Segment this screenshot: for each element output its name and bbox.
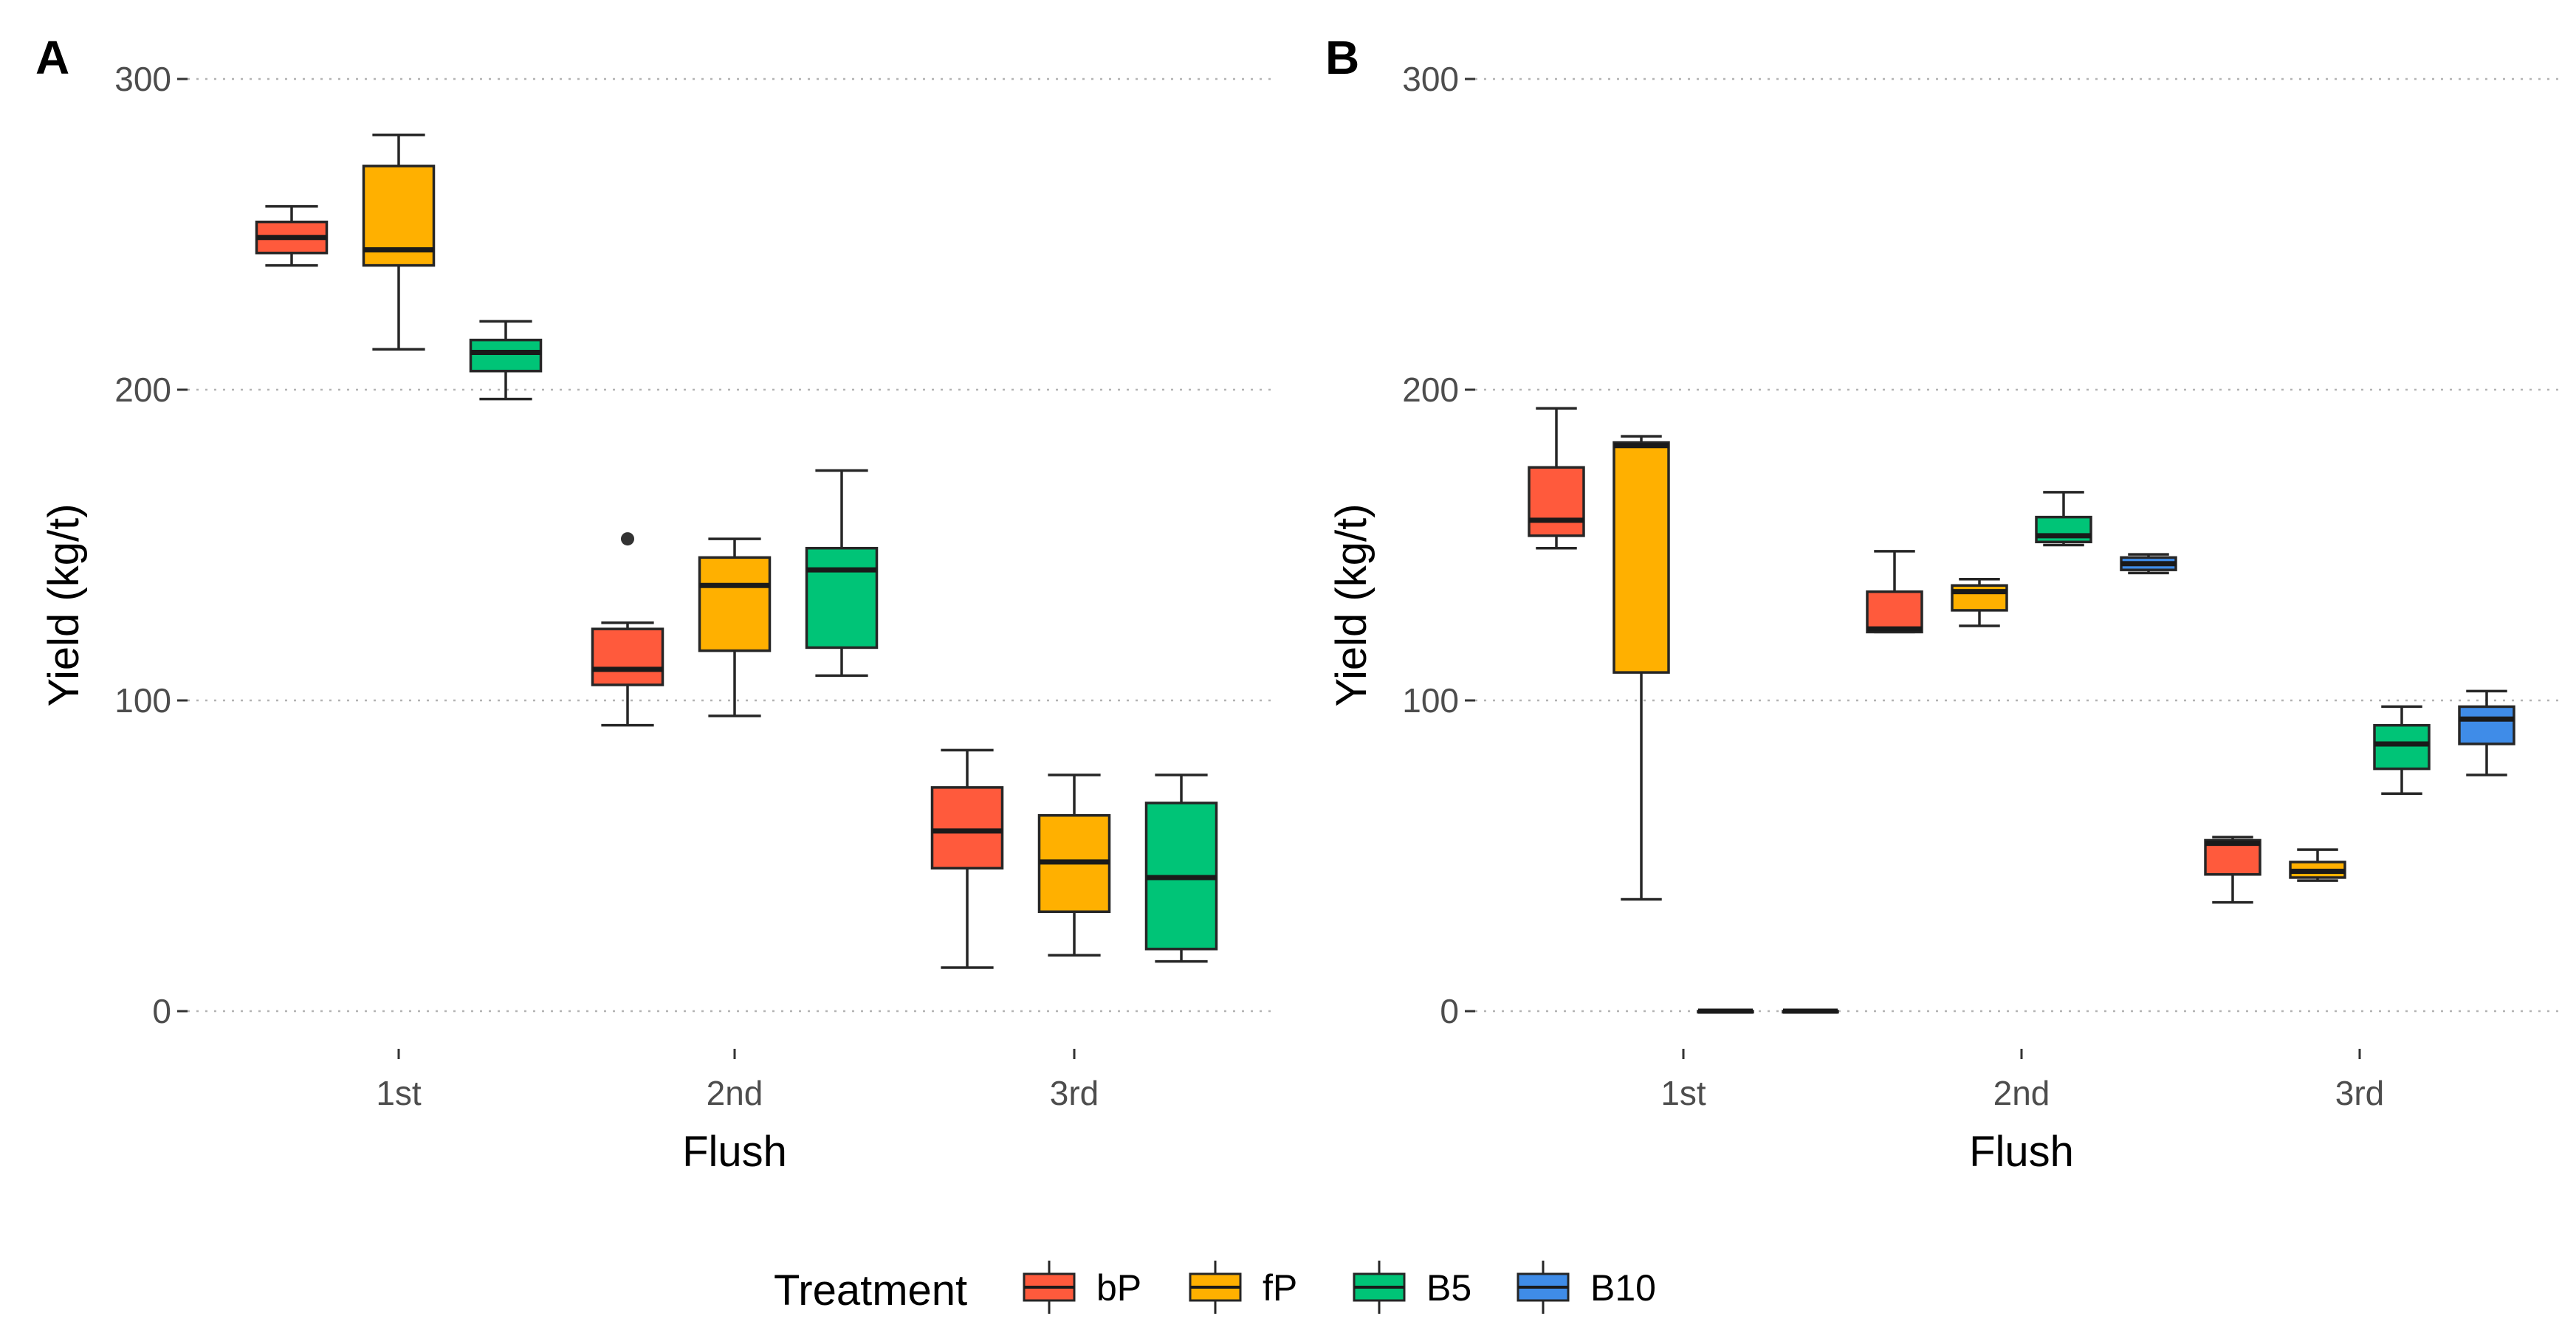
panel-a-boxes (255, 134, 1218, 969)
y-tick-label-0: 0 (1440, 992, 1459, 1030)
y-tick-label-300: 300 (114, 60, 171, 98)
box-b-3rd-B10-iqr (2458, 705, 2515, 745)
box-a-1st-B5-iqr (469, 338, 543, 373)
box-b-3rd-B10 (2458, 689, 2515, 776)
panel-a-x-axis: 1st 2nd 3rd (376, 1049, 1099, 1112)
legend-item-bP: bP (1023, 1261, 1141, 1314)
box-b-2nd-fP (1951, 578, 2008, 627)
box-a-2nd-fP (698, 537, 772, 717)
y-tick-label-200: 200 (114, 371, 171, 409)
box-b-1st-bP (1528, 407, 1585, 550)
legend-title: Treatment (774, 1267, 967, 1315)
panel-a-x-axis-title: Flush (682, 1128, 787, 1176)
panel-b-boxes (1528, 407, 2515, 1014)
y-tick-label-300: 300 (1402, 60, 1459, 98)
y-tick-label-200: 200 (1402, 371, 1459, 409)
box-a-2nd-bP-outlier-0 (621, 532, 634, 546)
box-b-3rd-fP (2289, 848, 2346, 882)
panel-label-b: B (1325, 31, 1359, 84)
box-a-3rd-fP (1037, 773, 1111, 957)
box-b-2nd-bP-iqr (1866, 590, 1923, 634)
legend: Treatment bP fP B5 B10 (774, 1261, 1656, 1315)
box-a-2nd-bP-iqr (591, 627, 664, 686)
panel-label-a: A (35, 31, 69, 84)
box-b-1st-fP (1612, 435, 1670, 901)
panel-b: B 0 100 200 300 1st 2nd 3rd Flush Yield (kg/t… (1325, 31, 2562, 1176)
box-b-3rd-B5 (2373, 705, 2431, 796)
box-b-2nd-bP (1866, 550, 1923, 634)
box-a-1st-B5 (469, 320, 543, 401)
box-b-2nd-B10 (2120, 553, 2177, 575)
x-tick-label-3rd: 3rd (2335, 1074, 2384, 1112)
box-a-2nd-B5-iqr (805, 546, 879, 650)
legend-items: bP fP B5 B10 (1023, 1261, 1656, 1314)
box-b-3rd-bP (2204, 835, 2261, 904)
legend-item-B5: B5 (1353, 1261, 1471, 1314)
y-tick-label-100: 100 (1402, 681, 1459, 720)
box-a-1st-fP (362, 134, 436, 351)
panel-b-gridlines (1475, 77, 2562, 1013)
box-a-3rd-bP-iqr (930, 786, 1004, 870)
legend-label-B10: B10 (1590, 1267, 1656, 1309)
box-a-2nd-fP-iqr (698, 556, 772, 652)
y-tick-label-100: 100 (114, 681, 171, 720)
x-tick-label-2nd: 2nd (1993, 1074, 2050, 1112)
x-tick-label-2nd: 2nd (707, 1074, 763, 1112)
panel-b-y-axis-title: Yield (kg/t) (1328, 503, 1375, 706)
panel-a: A 0 100 200 300 1st 2nd 3rd Flush Yield (kg/t… (35, 31, 1274, 1176)
box-b-1st-fP-iqr (1612, 441, 1670, 674)
x-tick-label-1st: 1st (376, 1074, 422, 1112)
box-a-2nd-bP (591, 532, 664, 727)
box-b-3rd-B5-iqr (2373, 723, 2431, 771)
legend-item-fP: fP (1189, 1261, 1297, 1314)
box-b-1st-B10 (1782, 1008, 1839, 1014)
box-a-2nd-B5 (805, 469, 879, 678)
box-b-1st-B5 (1697, 1008, 1754, 1014)
y-tick-label-0: 0 (152, 992, 171, 1030)
box-b-2nd-B5 (2035, 491, 2092, 547)
panel-a-gridlines (188, 77, 1274, 1013)
box-a-3rd-B5 (1144, 773, 1218, 963)
legend-item-B10: B10 (1517, 1261, 1656, 1314)
legend-label-bP: bP (1096, 1267, 1141, 1309)
panel-a-y-axis: 0 100 200 300 (114, 60, 188, 1030)
legend-label-fP: fP (1263, 1267, 1297, 1309)
box-a-1st-bP (255, 204, 329, 267)
box-a-3rd-bP (930, 748, 1004, 969)
x-tick-label-3rd: 3rd (1050, 1074, 1099, 1112)
panel-a-y-axis-title: Yield (kg/t) (40, 503, 88, 706)
panel-b-y-axis: 0 100 200 300 (1402, 60, 1475, 1030)
panel-b-x-axis: 1st 2nd 3rd (1660, 1049, 2384, 1112)
box-b-1st-bP-iqr (1528, 466, 1585, 537)
panel-b-x-axis-title: Flush (1969, 1128, 2074, 1176)
x-tick-label-1st: 1st (1660, 1074, 1706, 1112)
box-b-3rd-bP-iqr (2204, 838, 2261, 876)
legend-label-B5: B5 (1426, 1267, 1471, 1309)
